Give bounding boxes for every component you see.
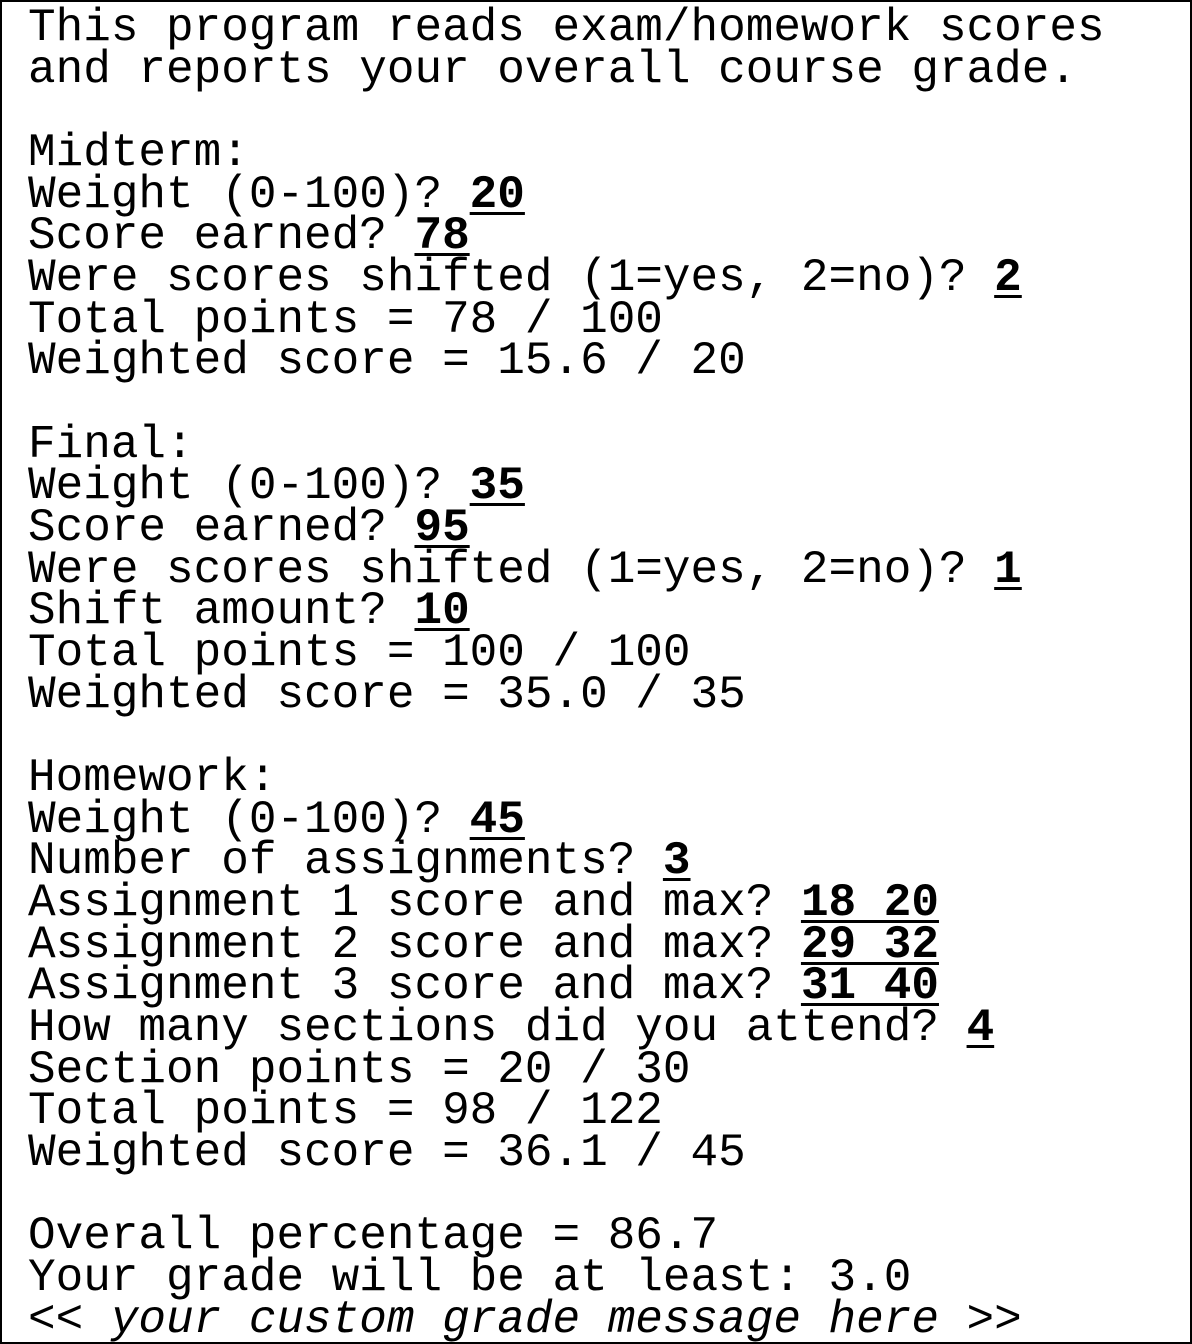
section-heading: Homework: bbox=[28, 752, 277, 805]
user-input: 78 bbox=[414, 210, 470, 263]
user-input: 2 bbox=[994, 252, 1022, 305]
prompt-line: Assignment 1 score and max? 18 20 bbox=[28, 880, 1190, 926]
user-input: 29 32 bbox=[800, 918, 939, 971]
user-input: 1 bbox=[994, 543, 1022, 596]
prompt-line: Shift amount? 10 bbox=[28, 588, 1190, 634]
output-line: Total points = 78 / 100 bbox=[28, 293, 663, 346]
summary-line: Your grade will be at least: 3.0 bbox=[28, 1252, 912, 1305]
prompt: Shift amount? bbox=[28, 585, 415, 638]
prompt: Assignment 1 score and max? bbox=[28, 877, 801, 930]
prompt: Score earned? bbox=[28, 210, 415, 263]
user-input: 18 20 bbox=[800, 877, 939, 930]
user-input: 35 bbox=[469, 460, 525, 513]
summary-line: Overall percentage = 86.7 bbox=[28, 1210, 719, 1263]
user-input: 95 bbox=[414, 502, 470, 555]
prompt: Weight (0-100)? bbox=[28, 460, 470, 513]
section-heading: Midterm: bbox=[28, 127, 249, 180]
prompt-line: How many sections did you attend? 4 bbox=[28, 1005, 1190, 1051]
custom-message: << your custom grade message here >> bbox=[28, 1293, 1022, 1344]
user-input: 31 40 bbox=[800, 960, 939, 1013]
prompt-line: Weight (0-100)? 20 bbox=[28, 172, 1190, 218]
prompt-line: Assignment 2 score and max? 29 32 bbox=[28, 922, 1190, 968]
prompt-line: Number of assignments? 3 bbox=[28, 838, 1190, 884]
user-input: 10 bbox=[414, 585, 470, 638]
prompt: Weight (0-100)? bbox=[28, 168, 470, 221]
prompt-line: Weight (0-100)? 35 bbox=[28, 463, 1190, 509]
output-line: Section points = 20 / 30 bbox=[28, 1043, 691, 1096]
prompt: How many sections did you attend? bbox=[28, 1002, 967, 1055]
output-line: Weighted score = 35.0 / 35 bbox=[28, 668, 746, 721]
output-line: Total points = 100 / 100 bbox=[28, 627, 691, 680]
user-input: 4 bbox=[966, 1002, 995, 1055]
output-line: Weighted score = 15.6 / 20 bbox=[28, 335, 746, 388]
prompt: Were scores shifted (1=yes, 2=no)? bbox=[28, 252, 995, 305]
prompt: Weight (0-100)? bbox=[28, 793, 470, 846]
prompt-line: Score earned? 78 bbox=[28, 213, 1190, 259]
user-input: 20 bbox=[469, 168, 525, 221]
prompt-line: Assignment 3 score and max? 31 40 bbox=[28, 963, 1190, 1009]
prompt: Assignment 2 score and max? bbox=[28, 918, 801, 971]
prompt: Score earned? bbox=[28, 502, 415, 555]
intro-line: This program reads exam/homework scores bbox=[28, 2, 1105, 54]
user-input: 45 bbox=[469, 793, 525, 846]
prompt-line: Were scores shifted (1=yes, 2=no)? 1 bbox=[28, 547, 1190, 593]
prompt-line: Score earned? 95 bbox=[28, 505, 1190, 551]
intro-line: and reports your overall course grade. bbox=[28, 43, 1077, 96]
prompt: Assignment 3 score and max? bbox=[28, 960, 801, 1013]
output-line: Total points = 98 / 122 bbox=[28, 1085, 663, 1138]
prompt: Were scores shifted (1=yes, 2=no)? bbox=[28, 543, 995, 596]
prompt: Number of assignments? bbox=[28, 835, 663, 888]
output-line: Weighted score = 36.1 / 45 bbox=[28, 1127, 746, 1180]
prompt-line: Were scores shifted (1=yes, 2=no)? 2 bbox=[28, 255, 1190, 301]
section-heading: Final: bbox=[28, 418, 194, 471]
user-input: 3 bbox=[662, 835, 691, 888]
prompt-line: Weight (0-100)? 45 bbox=[28, 797, 1190, 843]
